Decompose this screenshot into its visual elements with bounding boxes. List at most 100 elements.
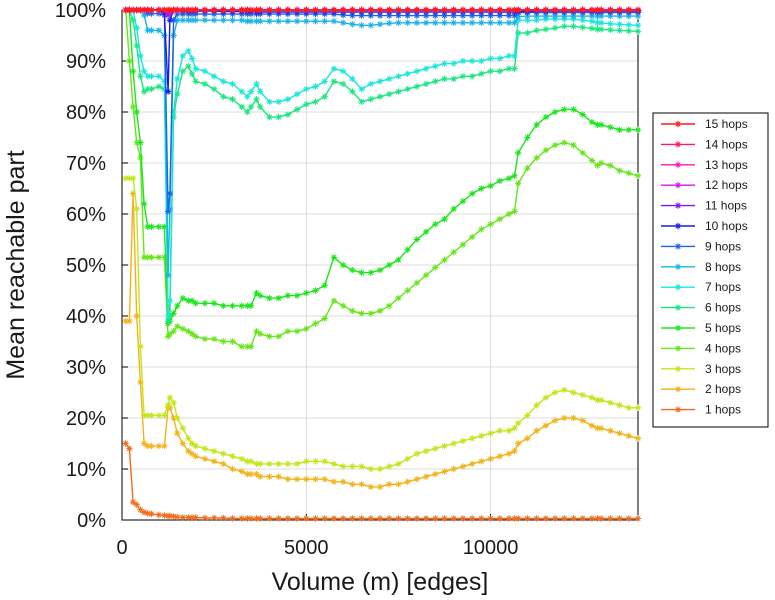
legend-label: 5 hops — [705, 321, 741, 335]
data-point — [247, 302, 255, 309]
data-point — [422, 6, 430, 14]
data-point — [450, 60, 457, 67]
data-point — [404, 85, 411, 93]
data-point — [579, 515, 586, 522]
data-point — [312, 98, 319, 105]
data-point — [266, 460, 273, 468]
legend-label: 6 hops — [705, 301, 741, 315]
data-point — [511, 447, 518, 455]
y-tick-label: 60% — [66, 204, 106, 226]
data-point — [358, 269, 365, 276]
data-point — [185, 297, 192, 304]
data-point — [166, 205, 174, 213]
data-point — [515, 29, 522, 37]
x-axis-title: Volume (m) [edges] — [272, 568, 489, 596]
legend-marker — [674, 263, 682, 270]
data-point — [478, 70, 485, 77]
data-point — [275, 515, 282, 522]
data-point — [588, 6, 596, 14]
data-point — [192, 17, 199, 24]
data-point — [358, 463, 365, 470]
data-point — [161, 512, 168, 519]
data-point — [148, 442, 155, 450]
data-point — [148, 412, 155, 419]
y-tick-label: 90% — [66, 51, 106, 73]
data-point — [376, 307, 384, 315]
data-point — [148, 85, 155, 93]
data-point — [561, 106, 568, 113]
data-point — [561, 414, 568, 422]
data-point — [148, 510, 155, 518]
series-line — [125, 9, 639, 348]
data-point — [321, 515, 328, 522]
data-point — [367, 310, 374, 317]
legend-label: 14 hops — [705, 137, 748, 151]
data-point — [607, 26, 614, 34]
data-point — [413, 12, 421, 19]
data-point — [166, 404, 174, 411]
data-point — [339, 6, 347, 14]
data-point — [505, 515, 513, 522]
data-point — [210, 300, 218, 307]
data-point — [395, 12, 402, 19]
legend-marker — [674, 141, 682, 148]
legend-marker — [674, 202, 682, 209]
data-point — [404, 6, 411, 14]
data-point — [367, 483, 374, 491]
legend-marker — [674, 345, 682, 352]
data-point — [137, 52, 144, 60]
data-point — [597, 6, 605, 14]
data-point — [468, 19, 476, 26]
data-point — [511, 19, 518, 26]
data-point — [551, 6, 559, 14]
axis-ticks: 0% 10% 20% 30% 40% 50% 60% 70% 80% 90% 100% 0 5000 10… — [55, 0, 519, 559]
data-point — [126, 317, 133, 325]
legend: 15 hops 14 hops 13 hops 12 hops 11 hops 10 ho… — [652, 112, 769, 428]
data-point — [478, 432, 485, 440]
data-point — [459, 19, 467, 26]
data-point — [179, 425, 187, 432]
data-point — [367, 269, 374, 276]
data-point — [275, 473, 282, 480]
data-point — [137, 73, 144, 80]
data-point — [524, 134, 531, 141]
data-point — [487, 221, 494, 228]
data-point — [247, 343, 255, 350]
data-point — [122, 317, 129, 325]
data-point — [542, 394, 550, 401]
series-layer — [122, 6, 642, 522]
data-point — [247, 88, 255, 95]
data-point — [395, 6, 402, 14]
legend-item: 4 hops — [661, 341, 741, 355]
data-point — [161, 442, 168, 450]
data-point — [395, 460, 402, 468]
data-point — [253, 80, 260, 88]
data-point — [188, 330, 196, 338]
legend-label: 15 hops — [705, 117, 748, 131]
legend-item: 8 hops — [661, 260, 741, 274]
data-point — [257, 330, 264, 338]
data-point — [137, 154, 144, 162]
data-point — [367, 22, 374, 29]
data-point — [312, 458, 319, 465]
data-point — [505, 65, 513, 72]
data-point — [201, 68, 209, 75]
data-point — [551, 141, 559, 149]
data-point — [161, 412, 168, 419]
data-point — [607, 515, 614, 522]
data-point — [179, 68, 187, 75]
data-point — [616, 515, 623, 522]
data-point — [137, 139, 144, 146]
data-point — [616, 402, 623, 409]
data-point — [253, 470, 260, 478]
legend-item: 14 hops — [661, 137, 748, 151]
legend-item: 3 hops — [661, 362, 741, 376]
data-point — [511, 52, 518, 60]
data-point — [358, 22, 365, 29]
data-point — [284, 476, 292, 483]
data-point — [229, 17, 236, 24]
data-point — [579, 417, 586, 424]
data-point — [244, 93, 251, 100]
data-point — [450, 440, 457, 447]
data-point — [174, 323, 181, 330]
